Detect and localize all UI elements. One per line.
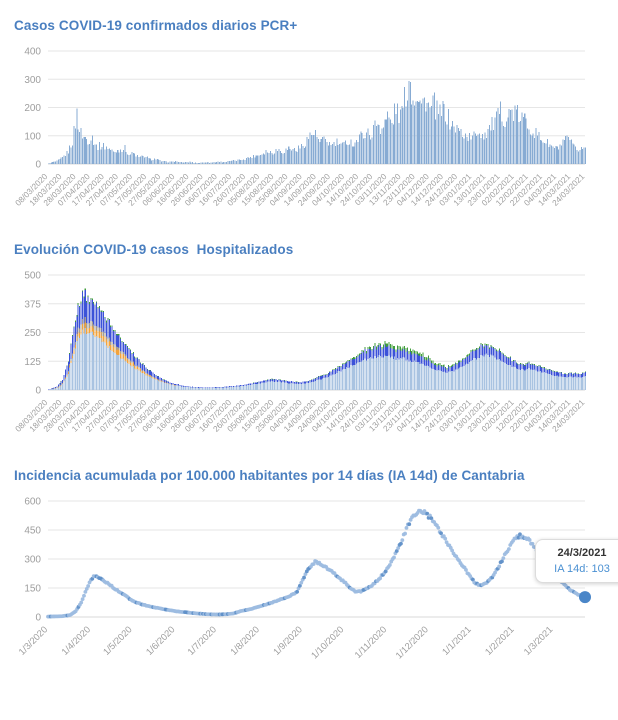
y-axis-labels: 0 125 250 375 500 bbox=[24, 271, 41, 397]
svg-text:500: 500 bbox=[24, 271, 41, 282]
gridlines bbox=[48, 500, 585, 618]
svg-text:125: 125 bbox=[24, 357, 41, 368]
svg-text:1/5/2020: 1/5/2020 bbox=[101, 624, 134, 657]
svg-text:0: 0 bbox=[35, 613, 41, 624]
svg-text:1/11/2020: 1/11/2020 bbox=[353, 624, 389, 660]
chart-title-pcr: Casos COVID-19 confirmados diarios PCR+ bbox=[14, 18, 298, 33]
svg-text:600: 600 bbox=[24, 497, 41, 508]
chart-section-pcr: Casos COVID-19 confirmados diarios PCR+ … bbox=[14, 18, 618, 228]
svg-text:1/7/2020: 1/7/2020 bbox=[186, 624, 219, 657]
svg-text:1/10/2020: 1/10/2020 bbox=[309, 624, 345, 660]
series-2[interactable] bbox=[50, 316, 171, 390]
y-axis-labels: 0 100 200 300 400 bbox=[24, 47, 41, 171]
svg-text:300: 300 bbox=[24, 555, 41, 566]
svg-text:1/4/2020: 1/4/2020 bbox=[60, 624, 93, 657]
series-3[interactable] bbox=[48, 289, 587, 390]
series-0[interactable] bbox=[46, 508, 587, 619]
chart-title-hospitalizados: Evolución COVID-19 casos Hospitalizados bbox=[14, 242, 294, 257]
tooltip: 24/3/2021 IA 14d: 103 bbox=[535, 539, 618, 583]
series-1[interactable] bbox=[49, 322, 180, 390]
svg-text:450: 450 bbox=[24, 526, 41, 537]
svg-text:1/6/2020: 1/6/2020 bbox=[144, 624, 177, 657]
svg-text:1/3/2021: 1/3/2021 bbox=[522, 624, 555, 657]
series-4[interactable] bbox=[52, 288, 587, 388]
svg-text:375: 375 bbox=[24, 299, 41, 310]
svg-text:1/3/2020: 1/3/2020 bbox=[17, 624, 50, 657]
svg-text:0: 0 bbox=[35, 160, 41, 171]
svg-text:1/2/2021: 1/2/2021 bbox=[483, 624, 516, 657]
svg-text:100: 100 bbox=[24, 131, 41, 142]
y-axis-labels: 0 150 300 450 600 bbox=[24, 497, 41, 624]
chart-pcr-daily-cases[interactable]: 0 100 200 300 400 08/03/2020 18/03/2020 28/03/2… bbox=[14, 43, 614, 228]
series-0[interactable] bbox=[48, 81, 587, 164]
svg-text:300: 300 bbox=[24, 75, 41, 86]
chart-ia14d-incidence[interactable]: 0 150 300 450 600 1/3/2020 1/4/2020 1/5/2020 1/6… bbox=[14, 493, 618, 665]
svg-text:250: 250 bbox=[24, 328, 41, 339]
tooltip-date: 24/3/2021 bbox=[557, 547, 607, 559]
svg-text:1/9/2020: 1/9/2020 bbox=[271, 624, 304, 657]
chart-canvas-0: 0 100 200 300 400 08/03/202018/03/202028/03/2… bbox=[14, 47, 587, 208]
x-axis-labels: 08/03/202018/03/202028/03/202007/04/2020… bbox=[14, 397, 587, 434]
svg-text:1/8/2020: 1/8/2020 bbox=[228, 624, 261, 657]
chart-section-hospitalizados: Evolución COVID-19 casos Hospitalizados … bbox=[14, 242, 618, 454]
series-0[interactable] bbox=[48, 328, 587, 390]
svg-text:200: 200 bbox=[24, 103, 41, 114]
chart-title-ia14d: Incidencia acumulada por 100.000 habitan… bbox=[14, 468, 525, 483]
x-axis-labels: 1/3/2020 1/4/2020 1/5/2020 1/6/2020 1/7/2020… bbox=[17, 624, 555, 660]
svg-text:150: 150 bbox=[24, 584, 41, 595]
svg-text:0: 0 bbox=[35, 386, 41, 397]
chart-hospitalized-evolution[interactable]: 0 125 250 375 500 08/03/2020 18/03/2020 28/03/2… bbox=[14, 267, 614, 454]
chart-canvas-2: 0 150 300 450 600 1/3/2020 1/4/2020 1/5/2020 1/6… bbox=[17, 497, 591, 661]
chart-section-ia14d: Incidencia acumulada por 100.000 habitan… bbox=[14, 468, 618, 665]
svg-text:400: 400 bbox=[24, 47, 41, 58]
covid-dashboard: Casos COVID-19 confirmados diarios PCR+ … bbox=[14, 18, 618, 665]
x-axis-labels: 08/03/202018/03/202028/03/202007/04/2020… bbox=[14, 171, 587, 208]
tooltip-value: IA 14d: 103 bbox=[554, 563, 610, 575]
svg-text:1/12/2020: 1/12/2020 bbox=[394, 624, 430, 660]
chart-canvas-1: 0 125 250 375 500 08/03/202018/03/202028/03/2… bbox=[14, 271, 587, 434]
highlighted-last-point[interactable] bbox=[579, 591, 591, 604]
svg-text:1/1/2021: 1/1/2021 bbox=[440, 624, 473, 657]
